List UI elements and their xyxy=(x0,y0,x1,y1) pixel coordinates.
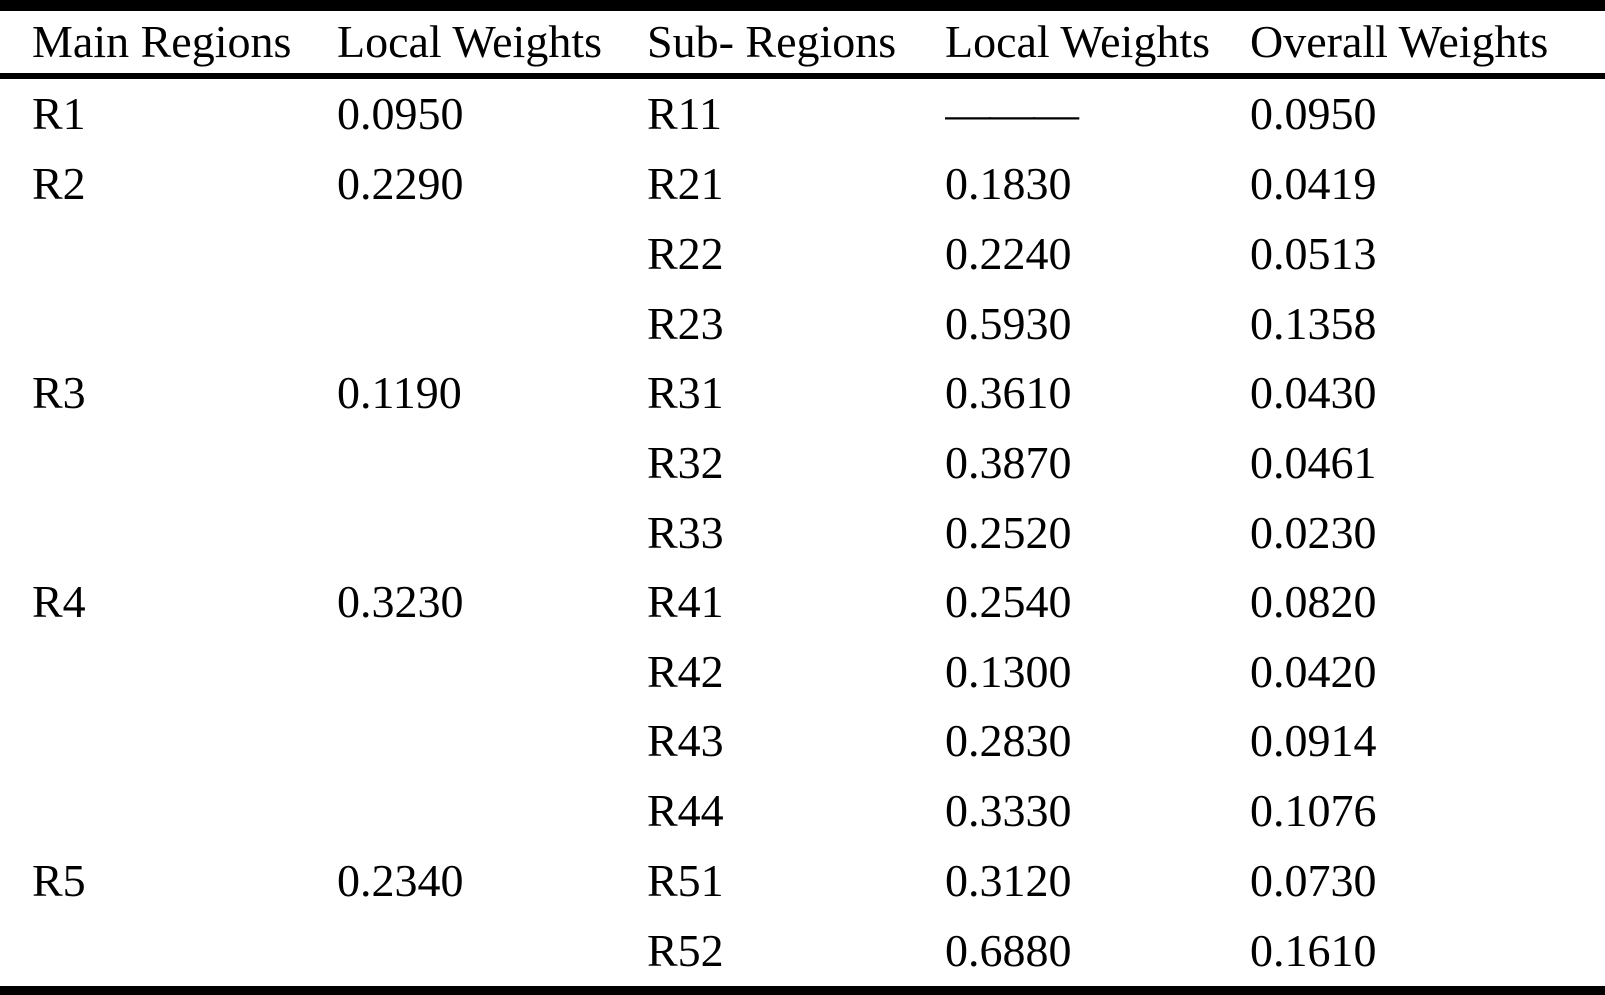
cell-main-region xyxy=(0,706,337,776)
cell-main-local-weight xyxy=(337,497,647,567)
cell-main-local-weight: 0.2340 xyxy=(337,854,464,906)
cell-sub-region: R32 xyxy=(647,436,724,488)
cell-overall-weight: 0.1076 xyxy=(1250,785,1377,836)
cell-sub-region: R42 xyxy=(647,645,724,697)
cell-sub-region: R11 xyxy=(647,88,722,140)
table-header-row: Main Regions Local Weights Sub- Regions … xyxy=(0,5,1605,79)
cell-overall-weight: 0.0820 xyxy=(1250,576,1377,628)
missing-value-dash: ——— xyxy=(945,88,1079,140)
cell-overall-weight: 0.0230 xyxy=(1250,506,1377,558)
cell-main-region xyxy=(0,428,337,498)
cell-main-region: R1 xyxy=(32,88,86,140)
cell-main-region xyxy=(0,915,337,991)
cell-overall-weight: 0.0419 xyxy=(1250,158,1377,210)
cell-sub-region: R22 xyxy=(647,228,724,279)
cell-overall-weight: 0.0950 xyxy=(1250,88,1377,140)
cell-main-region: R5 xyxy=(32,854,86,906)
cell-main-local-weight xyxy=(337,428,647,498)
cell-sub-region: R23 xyxy=(647,297,724,349)
table-row: R22 0.2240 0.0513 xyxy=(0,219,1605,289)
column-header-overall-weights: Overall Weights xyxy=(1250,5,1605,79)
column-header-sub-local-weights: Local Weights xyxy=(945,5,1250,79)
cell-sub-local-weight: 0.2240 xyxy=(945,228,1072,279)
cell-sub-local-weight: 0.5930 xyxy=(945,297,1072,349)
cell-sub-local-weight: 0.2540 xyxy=(945,576,1072,628)
cell-overall-weight: 0.0461 xyxy=(1250,436,1377,488)
cell-overall-weight: 0.1610 xyxy=(1250,924,1377,976)
cell-main-region xyxy=(0,288,337,358)
table-row: R43 0.2830 0.0914 xyxy=(0,706,1605,776)
cell-sub-region: R51 xyxy=(647,854,724,906)
table-row: R23 0.5930 0.1358 xyxy=(0,288,1605,358)
cell-sub-local-weight: 0.1300 xyxy=(945,645,1072,697)
cell-main-local-weight xyxy=(337,706,647,776)
table-row: R4 0.3230 R41 0.2540 0.0820 xyxy=(0,567,1605,637)
cell-sub-region: R44 xyxy=(647,785,724,836)
cell-main-local-weight xyxy=(337,219,647,289)
column-header-sub-regions: Sub- Regions xyxy=(647,5,945,79)
cell-main-local-weight xyxy=(337,915,647,991)
cell-sub-local-weight: ——— xyxy=(945,76,1250,150)
cell-overall-weight: 0.0914 xyxy=(1250,715,1377,767)
cell-main-local-weight xyxy=(337,776,647,846)
cell-sub-local-weight: 0.3610 xyxy=(945,367,1072,419)
table-row: R5 0.2340 R51 0.3120 0.0730 xyxy=(0,845,1605,915)
cell-sub-region: R31 xyxy=(647,367,724,419)
table-row: R32 0.3870 0.0461 xyxy=(0,428,1605,498)
cell-sub-local-weight: 0.3120 xyxy=(945,854,1072,906)
cell-overall-weight: 0.0430 xyxy=(1250,367,1377,419)
cell-sub-local-weight: 0.1830 xyxy=(945,158,1072,210)
table-row: R2 0.2290 R21 0.1830 0.0419 xyxy=(0,149,1605,219)
cell-main-region: R4 xyxy=(32,576,86,628)
cell-main-region: R3 xyxy=(32,367,86,419)
cell-sub-local-weight: 0.2520 xyxy=(945,506,1072,558)
cell-main-region xyxy=(0,636,337,706)
table-row: R33 0.2520 0.0230 xyxy=(0,497,1605,567)
cell-main-region: R2 xyxy=(32,158,86,210)
cell-sub-local-weight: 0.3330 xyxy=(945,785,1072,836)
cell-sub-region: R21 xyxy=(647,158,724,210)
cell-overall-weight: 0.0730 xyxy=(1250,854,1377,906)
cell-main-local-weight xyxy=(337,288,647,358)
cell-main-local-weight: 0.2290 xyxy=(337,158,464,210)
cell-main-local-weight xyxy=(337,636,647,706)
table-row: R3 0.1190 R31 0.3610 0.0430 xyxy=(0,358,1605,428)
cell-sub-local-weight: 0.6880 xyxy=(945,924,1072,976)
cell-overall-weight: 0.1358 xyxy=(1250,297,1377,349)
cell-sub-region: R43 xyxy=(647,715,724,767)
table-row: R52 0.6880 0.1610 xyxy=(0,915,1605,991)
cell-main-region xyxy=(0,776,337,846)
cell-sub-region: R41 xyxy=(647,576,724,628)
table-row: R42 0.1300 0.0420 xyxy=(0,636,1605,706)
cell-main-local-weight: 0.0950 xyxy=(337,88,464,140)
cell-main-local-weight: 0.3230 xyxy=(337,576,464,628)
cell-main-region xyxy=(0,219,337,289)
cell-main-region xyxy=(0,497,337,567)
cell-overall-weight: 0.0513 xyxy=(1250,228,1377,279)
cell-sub-local-weight: 0.2830 xyxy=(945,715,1072,767)
cell-sub-region: R33 xyxy=(647,506,724,558)
cell-overall-weight: 0.0420 xyxy=(1250,645,1377,697)
cell-main-local-weight: 0.1190 xyxy=(337,367,462,419)
column-header-main-local-weights: Local Weights xyxy=(337,5,647,79)
table-row: R44 0.3330 0.1076 xyxy=(0,776,1605,846)
table-row: R1 0.0950 R11 ——— 0.0950 xyxy=(0,76,1605,150)
cell-sub-region: R52 xyxy=(647,924,724,976)
column-header-main-regions: Main Regions xyxy=(0,5,337,79)
cell-sub-local-weight: 0.3870 xyxy=(945,436,1072,488)
